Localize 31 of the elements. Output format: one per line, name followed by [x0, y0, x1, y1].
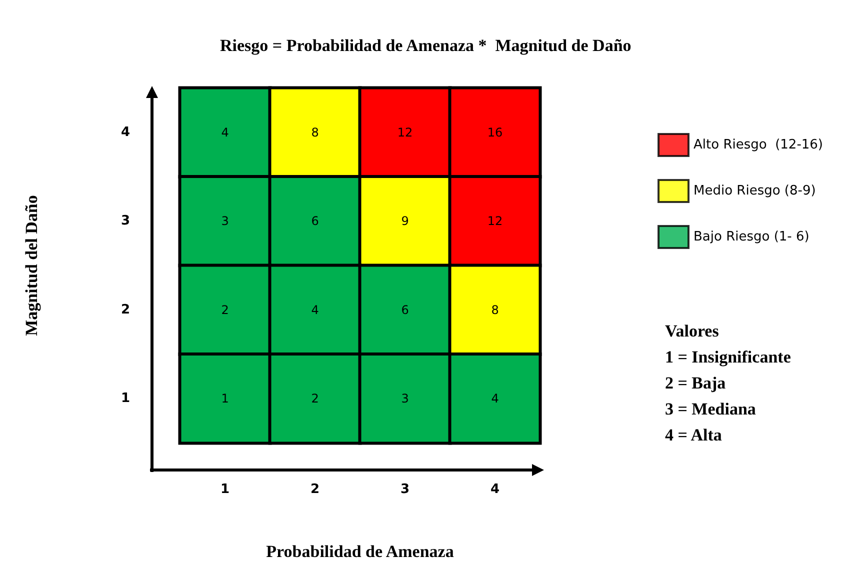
data-label: 1	[221, 392, 229, 406]
x-axis-title: Probabilidad de Amenaza	[266, 542, 454, 561]
chart-title: Riesgo = Probabilidad de Amenaza * Magnitud de Daño	[220, 36, 632, 55]
y-axis-title: Magnitud del Daño	[22, 195, 41, 336]
data-label: 8	[311, 125, 319, 140]
y-tick-label: 3	[120, 214, 130, 229]
data-label: 12	[397, 125, 413, 140]
data-label: 4	[311, 302, 319, 317]
data-label: 9	[401, 214, 409, 228]
legend-label: Medio Riesgo (8-9)	[694, 184, 816, 198]
x-tick-label: 3	[400, 482, 410, 497]
x-tick-label: 1	[220, 482, 230, 497]
data-label: 3	[221, 214, 229, 228]
legend-label: Bajo Riesgo (1- 6)	[694, 230, 810, 244]
data-label: 4	[491, 392, 499, 406]
data-label: 12	[487, 214, 503, 228]
x-tick-label: 4	[490, 482, 500, 497]
data-label: 2	[221, 302, 229, 317]
data-label: 6	[401, 302, 409, 317]
y-tick-label: 1	[120, 391, 130, 406]
data-label: 3	[401, 392, 409, 406]
y-tick-label: 4	[120, 124, 130, 140]
x-tick-label: 2	[310, 482, 320, 497]
legend-label: Alto Riesgo (12-16)	[694, 138, 824, 152]
data-label: 2	[311, 392, 319, 406]
data-label: 6	[311, 214, 319, 228]
text: Valores 1 = Insignificante 2 = Baja 3 = Mediana 4 = Alta	[665, 322, 792, 444]
data-label: 16	[487, 125, 503, 140]
y-tick-label: 2	[120, 302, 130, 318]
data-label: 8	[491, 302, 499, 317]
data-label: 4	[221, 125, 229, 140]
